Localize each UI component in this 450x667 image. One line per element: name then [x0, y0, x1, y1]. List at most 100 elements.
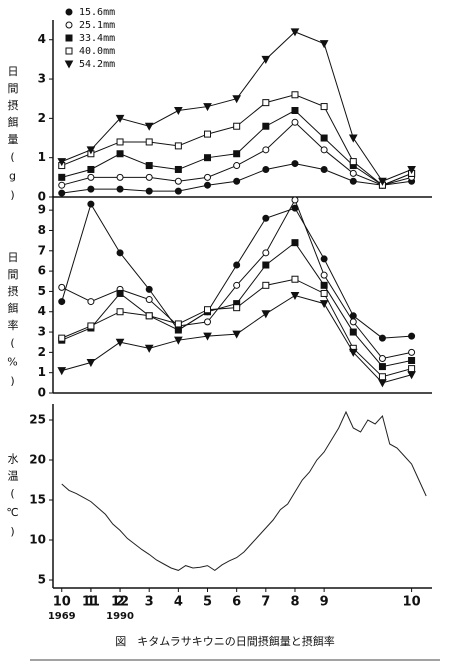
legend-label: 54.2mm: [79, 59, 115, 70]
y-tick-label: 4: [38, 304, 46, 318]
marker: [233, 177, 241, 185]
series-line: [61, 202, 412, 339]
marker: [87, 173, 95, 181]
x-tick-label: 3: [145, 595, 154, 610]
y-tick-label: 7: [38, 243, 46, 257]
marker: [86, 146, 96, 155]
marker: [174, 320, 182, 328]
y-tick-label: 15: [29, 493, 46, 507]
marker: [349, 158, 357, 166]
marker: [174, 187, 182, 195]
y-axis-label: 日間摂餌率(%): [6, 252, 19, 394]
marker: [320, 103, 328, 111]
marker: [291, 107, 299, 114]
y-tick-label: 2: [38, 111, 46, 125]
y-tick-label: 4: [38, 32, 46, 46]
legend-label: 25.1mm: [79, 20, 115, 31]
x-tick-label: 6: [232, 595, 241, 610]
x-tick-label: 10: [53, 595, 71, 610]
marker: [87, 165, 95, 173]
marker: [320, 289, 328, 297]
y-tick-label: 0: [38, 386, 46, 400]
marker: [408, 332, 416, 340]
marker: [116, 308, 124, 316]
marker: [204, 306, 212, 314]
marker: [57, 367, 67, 376]
marker: [144, 344, 154, 353]
marker: [115, 114, 125, 123]
marker: [116, 173, 124, 181]
marker: [87, 200, 95, 208]
marker: [408, 348, 416, 356]
marker: [290, 28, 300, 37]
y-axis-label: 日間摂餌量(g): [6, 66, 19, 208]
marker: [262, 261, 270, 269]
marker: [58, 334, 66, 342]
marker: [233, 162, 241, 170]
marker: [174, 142, 182, 150]
marker: [116, 185, 124, 193]
marker: [262, 122, 270, 130]
marker: [204, 130, 212, 138]
marker: [116, 138, 124, 146]
y-tick-label: 25: [29, 413, 46, 427]
marker: [349, 177, 357, 185]
marker: [319, 300, 329, 309]
marker: [86, 359, 96, 368]
marker: [407, 165, 416, 175]
legend-label: 15.6mm: [79, 7, 115, 18]
y-tick-label: 6: [38, 264, 46, 278]
marker: [233, 261, 241, 269]
marker: [348, 348, 358, 357]
marker: [145, 138, 153, 146]
marker: [174, 336, 183, 345]
x-tick-label: 12: [111, 595, 129, 610]
marker: [378, 354, 386, 362]
marker: [58, 181, 66, 189]
marker: [378, 334, 386, 342]
marker: [87, 185, 95, 193]
y-tick-label: 1: [38, 365, 46, 379]
marker: [291, 196, 299, 204]
marker: [203, 332, 212, 341]
series-line: [61, 410, 427, 572]
marker: [233, 281, 241, 289]
marker: [349, 169, 357, 177]
x-tick-label: 7: [261, 595, 270, 610]
marker: [204, 173, 212, 181]
y-tick-label: 9: [38, 203, 46, 217]
y-tick-label: 3: [38, 325, 46, 339]
marker: [291, 91, 299, 99]
marker: [262, 214, 270, 222]
marker: [262, 146, 270, 154]
marker: [320, 281, 328, 289]
marker: [58, 173, 66, 181]
marker: [174, 177, 182, 185]
marker: [58, 298, 66, 306]
marker: [87, 322, 95, 330]
marker: [87, 298, 95, 306]
x-tick-label: 9: [320, 595, 329, 610]
marker: [233, 304, 241, 312]
marker: [204, 318, 212, 326]
marker: [407, 371, 416, 380]
marker: [261, 55, 271, 64]
marker: [204, 181, 212, 189]
x-tick-label: 2: [116, 595, 125, 610]
marker: [174, 107, 183, 116]
marker: [291, 275, 299, 283]
marker: [291, 239, 299, 247]
marker: [65, 8, 73, 16]
marker: [204, 154, 212, 162]
marker: [291, 160, 299, 168]
marker: [378, 363, 386, 371]
marker: [144, 122, 154, 131]
series-line: [61, 94, 412, 186]
year-label: 1990: [106, 611, 134, 622]
marker: [262, 165, 270, 173]
marker: [115, 338, 125, 347]
y-tick-label: 0: [38, 190, 46, 204]
marker: [145, 296, 153, 304]
y-tick-label: 3: [38, 72, 46, 86]
